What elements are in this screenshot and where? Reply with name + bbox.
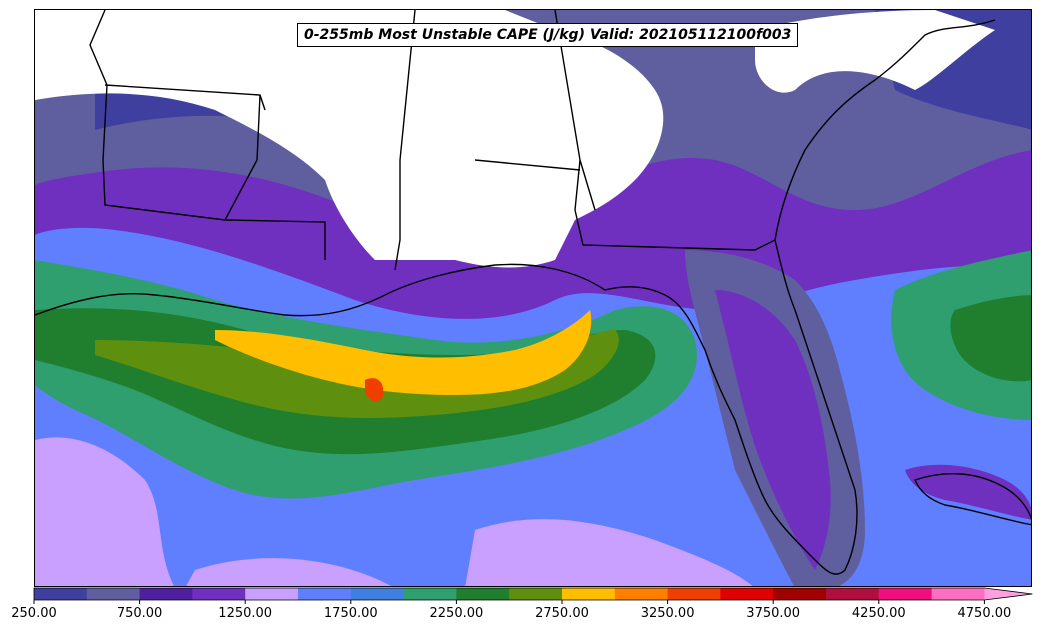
coastlines — [35, 10, 1031, 575]
colorbar-segment — [826, 588, 880, 600]
gulf-coastline — [35, 239, 858, 575]
colorbar-tick-label: 750.00 — [116, 606, 163, 621]
colorbar-tick-label: 250.00 — [11, 606, 57, 621]
colorbar-segment — [509, 588, 563, 600]
colorbar-segment — [403, 588, 457, 600]
map-title: 0-255mb Most Unstable CAPE (J/kg) Valid:… — [297, 23, 799, 47]
colorbar-segment — [456, 588, 510, 600]
colorbar-segment — [298, 588, 352, 600]
colorbar-segment — [878, 588, 933, 600]
cuba-outline — [914, 472, 1031, 526]
cape-contour-lavender-southwest — [35, 437, 175, 586]
cape-contour-darkgreen-atlantic — [950, 295, 1031, 382]
cape-contour-florida-purple — [715, 290, 831, 570]
state-border-lines — [89, 10, 776, 271]
map-panel: 0-255mb Most Unstable CAPE (J/kg) Valid:… — [34, 9, 1032, 587]
colorbar-segment — [562, 588, 616, 600]
colorbar-tick-label: 2250.00 — [429, 606, 484, 621]
colorbar-segment — [245, 588, 299, 600]
cape-contour-red-spot — [365, 378, 384, 402]
colorbar-outline — [33, 587, 1033, 601]
colorbar-segment — [86, 588, 141, 600]
colorbar-segment — [34, 588, 88, 600]
colorbar-segment — [192, 588, 246, 600]
colorbar-segment — [773, 588, 827, 600]
colorbar-tick-label: 1750.00 — [323, 606, 378, 621]
cape-map — [35, 10, 1031, 586]
colorbar-tick-label: 4250.00 — [851, 606, 906, 621]
cape-contour-lavender-south — [465, 519, 753, 586]
colorbar-extend-arrow — [984, 588, 1033, 600]
colorbar-segment — [139, 588, 193, 600]
colorbar-tick-label: 1250.00 — [218, 606, 273, 621]
colorbar-segment — [614, 588, 669, 600]
cape-contour-lavender-bottomleft — [186, 558, 392, 586]
colorbar-tick-label: 4750.00 — [957, 606, 1012, 621]
colorbar-segment — [667, 588, 721, 600]
cape-contour-bahamas — [905, 464, 1031, 520]
colorbar-segment — [931, 588, 985, 600]
colorbar-segment — [720, 588, 774, 600]
colorbar-tick-label: 2750.00 — [535, 606, 589, 621]
colorbar-tick-label: 3250.00 — [640, 606, 695, 621]
east-coastline — [774, 19, 996, 241]
no-data-land-north — [35, 10, 664, 268]
cape-contour-orange-core — [215, 310, 592, 395]
colorbar-tick-label: 3750.00 — [746, 606, 801, 621]
colorbar-segment — [350, 588, 405, 600]
